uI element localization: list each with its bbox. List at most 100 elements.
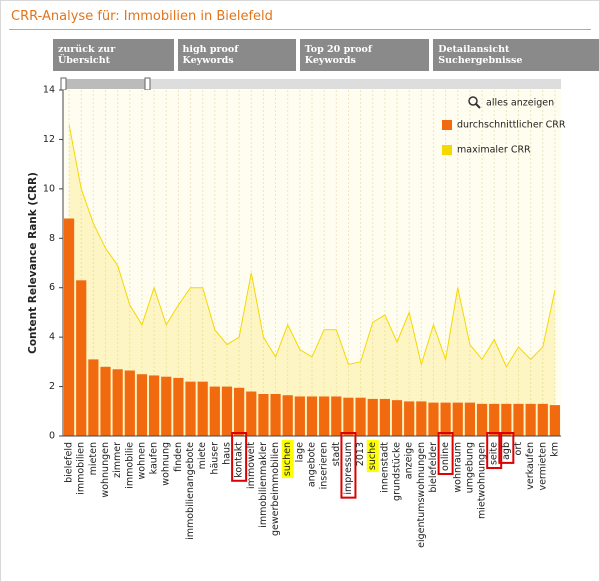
x-tick-label: ort (513, 442, 524, 456)
label-box (231, 432, 248, 482)
bar (185, 381, 196, 436)
x-tick-label: inserieren (319, 442, 330, 489)
x-tick-label: immowelt (246, 442, 257, 489)
x-tick-label: suche (367, 442, 378, 470)
title: CRR-Analyse für: Immobilien in Bielefeld (11, 9, 273, 24)
label-box (486, 432, 503, 470)
x-tick-label: finden (173, 442, 184, 472)
bar (501, 403, 512, 436)
button-bar: zurück zur Übersicht high proof Keywords T… (53, 39, 599, 71)
bar (513, 403, 524, 436)
x-tick-label: bielefeld (64, 442, 75, 483)
bar (428, 402, 439, 436)
bar (404, 401, 415, 436)
legend-swatch (442, 145, 452, 155)
x-tick-label: impressum (343, 442, 354, 495)
bar (319, 396, 330, 436)
bar (489, 403, 500, 436)
bar (197, 381, 208, 436)
x-tick-label: verkaufen (525, 442, 536, 490)
bar (294, 396, 305, 436)
bar (173, 377, 184, 436)
y-tick-label: 10 (43, 183, 55, 194)
max-area (69, 124, 555, 436)
x-tick-label: mieten (88, 442, 99, 475)
x-tick-label: 2013 (355, 442, 366, 466)
nav-button[interactable]: high proof Keywords (177, 39, 296, 71)
max-line (68, 124, 556, 368)
x-tick-label: anzeige (404, 442, 415, 479)
x-tick-label: innenstadt (379, 442, 390, 493)
y-tick-label: 2 (49, 381, 55, 392)
bar (100, 366, 111, 436)
nav-button[interactable]: Detailansicht Suchergebnisse (433, 39, 599, 71)
x-tick-label: immobilienmakler (258, 442, 269, 528)
bar (416, 401, 427, 436)
x-tick-label: wohnen (136, 442, 147, 480)
nav-button[interactable]: zurück zur Übersicht (53, 39, 174, 71)
y-tick-label: 6 (49, 282, 55, 293)
x-tick-label: gewerbeimmobilien (270, 442, 281, 536)
x-tick-label: kontakt (234, 442, 245, 478)
bar (88, 359, 99, 436)
bar (440, 402, 451, 436)
legend-label: maximaler CRR (457, 145, 531, 156)
scroll-handle[interactable] (144, 77, 151, 91)
x-tick-label: stadt (331, 442, 342, 467)
bar (464, 402, 476, 436)
zoom-icon (468, 96, 478, 106)
bar (306, 396, 318, 436)
x-tick-label: vermieten (537, 442, 548, 491)
x-tick-label: bielefelder (428, 442, 439, 493)
scrollbar (61, 79, 561, 89)
x-tick-label: haus (221, 442, 232, 465)
x-tick-label: grundstücke (392, 442, 403, 501)
x-tick-label: km (549, 442, 560, 457)
bar (270, 393, 281, 436)
x-tick-label: wohnung (161, 442, 172, 486)
bar (343, 397, 354, 436)
x-tick-label: kaufen (149, 442, 160, 474)
x-tick-label: häuser (209, 442, 220, 475)
label-box (437, 432, 454, 475)
bar (282, 395, 293, 436)
bar (234, 387, 245, 436)
x-tick-label: seite (489, 442, 500, 465)
bar (161, 376, 172, 436)
bar (537, 403, 548, 436)
bar (331, 396, 342, 436)
scroll-handle[interactable] (60, 77, 67, 91)
bar (76, 280, 87, 436)
label-highlight (366, 440, 379, 473)
scroll-range (63, 79, 147, 89)
x-tick-label: immobilien (76, 442, 87, 495)
y-tick-label: 8 (49, 233, 55, 244)
x-tick-label: angebote (307, 442, 318, 487)
bar (148, 375, 160, 436)
x-tick-label: mietwohnungen (477, 442, 488, 519)
x-tick-label: lage (294, 442, 305, 462)
x-tick-label: zimmer (112, 442, 123, 478)
x-tick-label: immobilienangebote (185, 442, 196, 540)
bar (63, 218, 75, 436)
bar (124, 370, 135, 436)
x-tick-label: umgebung (464, 442, 475, 493)
bar (367, 398, 378, 436)
x-tick-label: suchen (282, 442, 293, 476)
x-tick-label: wohnungen (100, 442, 111, 498)
legend-swatch (442, 120, 452, 130)
x-tick-label: wohnraum (452, 442, 463, 493)
zoom-link[interactable]: alles anzeigen (468, 96, 554, 109)
nav-button[interactable]: Top 20 proof Keywords (299, 39, 430, 71)
label-box (340, 432, 357, 499)
y-tick-label: 0 (49, 431, 55, 442)
divider (9, 29, 591, 30)
y-tick-label: 12 (43, 134, 55, 145)
bar (209, 386, 220, 436)
x-tick-label: online (440, 442, 451, 471)
bar (476, 403, 488, 436)
y-axis-label: Content Relevance Rank (CRR) (27, 172, 39, 354)
bar (136, 374, 148, 436)
bar (258, 393, 269, 436)
